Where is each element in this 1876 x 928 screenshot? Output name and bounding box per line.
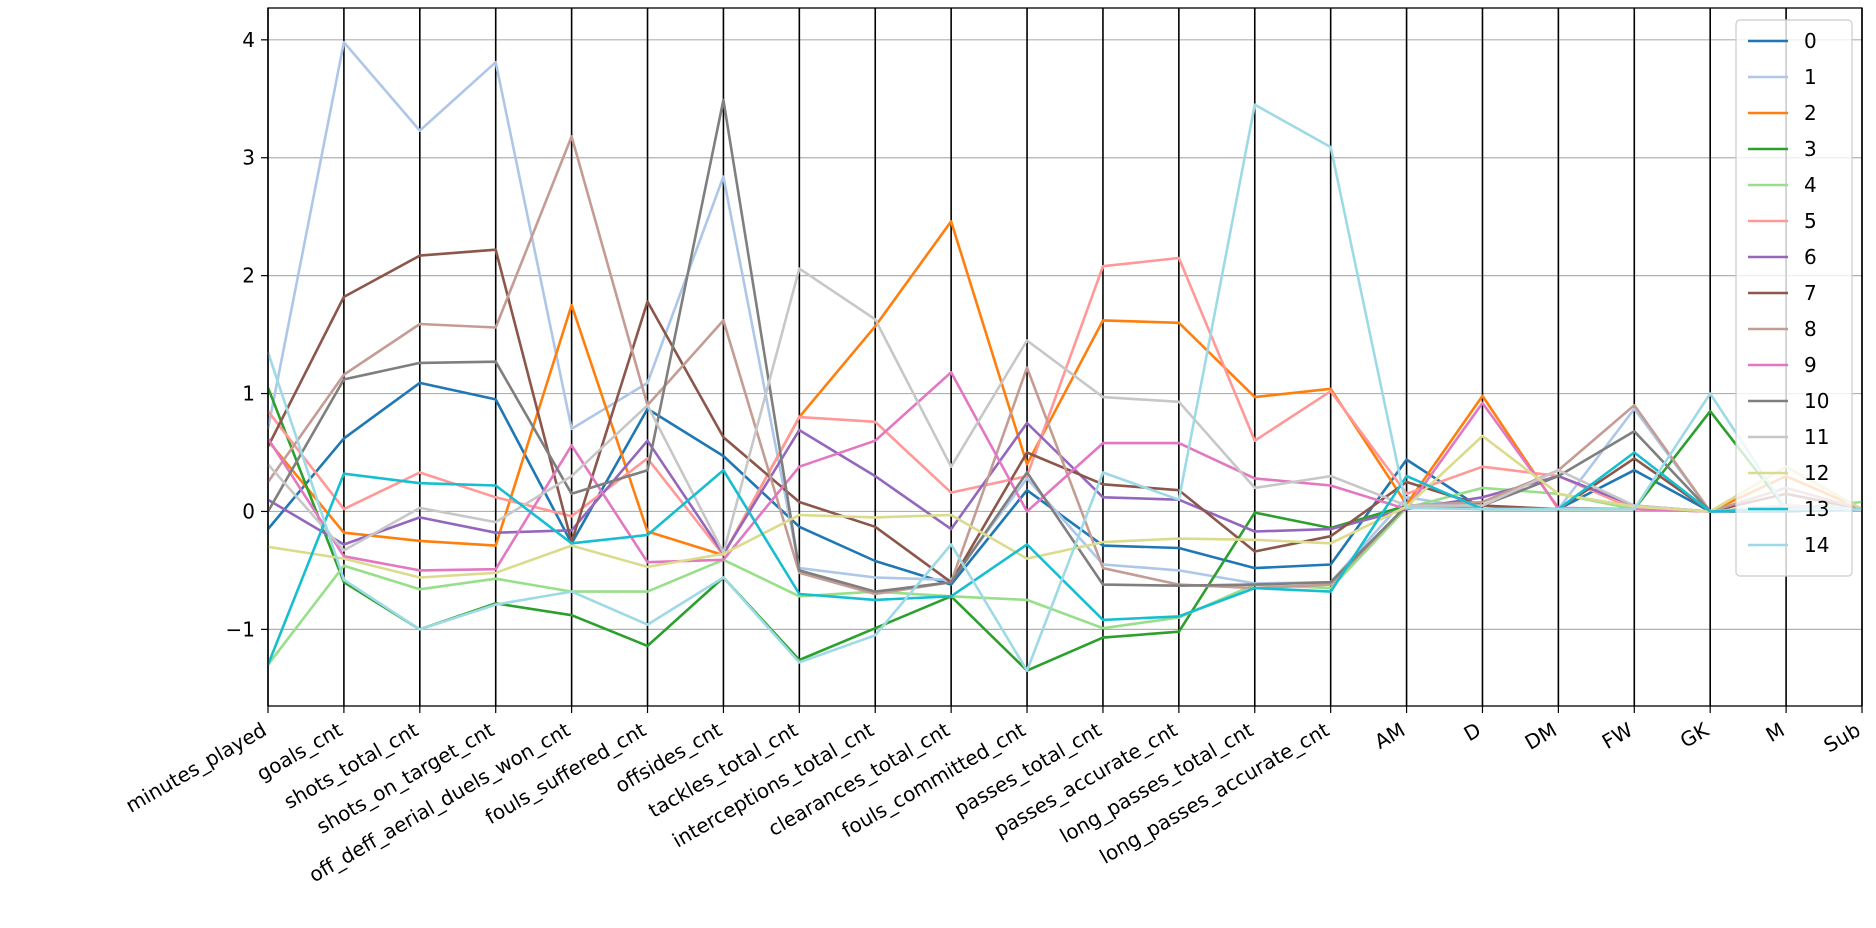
series-line-8 bbox=[266, 135, 1863, 596]
series-line-10 bbox=[266, 98, 1863, 593]
x-tick-label-m: M bbox=[1762, 718, 1789, 747]
legend-label-8: 8 bbox=[1804, 317, 1817, 341]
x-tick-label-minutes-played: minutes_played bbox=[121, 718, 270, 818]
series-line-12 bbox=[267, 434, 1863, 579]
x-tick-label-fw: FW bbox=[1598, 717, 1637, 754]
x-tick-label-d: D bbox=[1460, 718, 1485, 746]
x-tick-label-gk: GK bbox=[1676, 717, 1714, 753]
legend-label-14: 14 bbox=[1804, 533, 1829, 557]
y-tick-label: 3 bbox=[242, 146, 255, 170]
series-line-14 bbox=[266, 103, 1862, 672]
y-tick-label: 2 bbox=[242, 264, 255, 288]
series-line-13 bbox=[266, 451, 1862, 666]
legend-label-3: 3 bbox=[1804, 137, 1817, 161]
legend-label-0: 0 bbox=[1804, 29, 1817, 53]
legend-label-13: 13 bbox=[1804, 497, 1829, 521]
vertical-axes bbox=[267, 8, 1863, 706]
legend-label-5: 5 bbox=[1804, 209, 1817, 233]
series-line-1 bbox=[266, 40, 1863, 585]
gridlines bbox=[268, 39, 1862, 630]
y-axis-ticks: −1 0 1 2 3 4 bbox=[226, 28, 268, 641]
x-tick-label-dm: DM bbox=[1521, 718, 1561, 755]
series-lines bbox=[266, 40, 1863, 672]
legend-label-11: 11 bbox=[1804, 425, 1829, 449]
legend-label-9: 9 bbox=[1804, 353, 1817, 377]
legend-label-2: 2 bbox=[1804, 101, 1817, 125]
y-tick-label: 4 bbox=[242, 28, 255, 52]
plot-frame bbox=[267, 7, 1863, 707]
series-line-11 bbox=[267, 267, 1863, 555]
y-tick-label: 1 bbox=[242, 382, 255, 406]
legend-label-10: 10 bbox=[1804, 389, 1829, 413]
x-tick-label-sub: Sub bbox=[1820, 718, 1865, 758]
y-tick-label: −1 bbox=[226, 617, 255, 641]
legend-label-6: 6 bbox=[1804, 245, 1817, 269]
legend-label-1: 1 bbox=[1804, 65, 1817, 89]
legend-box bbox=[1735, 19, 1853, 577]
legend-label-7: 7 bbox=[1804, 281, 1817, 305]
series-line-0 bbox=[267, 381, 1863, 586]
legend-label-4: 4 bbox=[1804, 173, 1817, 197]
legend-label-12: 12 bbox=[1804, 461, 1829, 485]
series-line-6 bbox=[267, 421, 1863, 556]
y-tick-label: 0 bbox=[242, 499, 255, 523]
x-axis-category-labels: minutes_playedgoals_cntshots_total_cntsh… bbox=[121, 706, 1865, 887]
x-tick-label-am: AM bbox=[1370, 718, 1409, 754]
